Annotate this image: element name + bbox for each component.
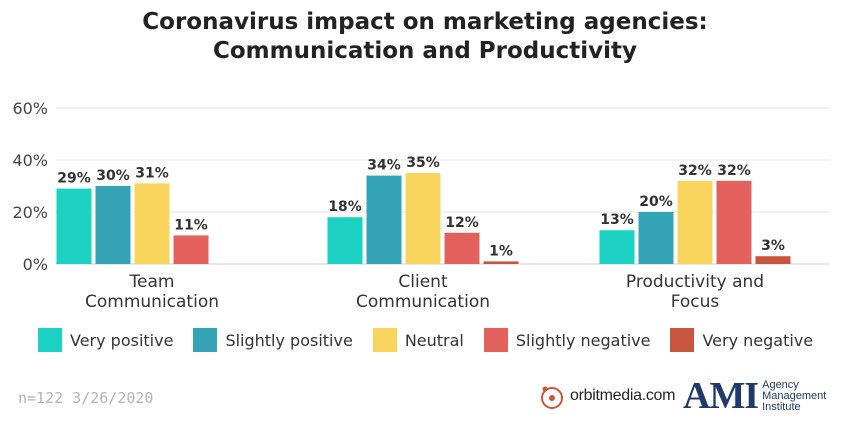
y-tick-label: 40% [12, 151, 48, 170]
bar-value-label: 20% [639, 194, 673, 210]
legend-label: Very positive [70, 330, 174, 350]
bar-value-label: 34% [367, 158, 401, 174]
legend-item: Very negative [670, 328, 813, 352]
bar [599, 230, 635, 264]
bar [366, 175, 402, 264]
chart-title: Coronavirus impact on marketing agencies… [0, 8, 850, 66]
bar-value-label: 3% [761, 238, 785, 254]
y-tick-label: 0% [23, 255, 48, 274]
bar-value-label: 11% [174, 217, 208, 233]
legend-label: Very negative [702, 330, 814, 350]
legend-swatch [38, 328, 62, 352]
legend-label: Slightly negative [515, 330, 651, 350]
bar-value-label: 35% [406, 155, 440, 171]
sample-size-note: n=122 3/26/2020 [18, 389, 154, 407]
legend-item: Very positive [38, 328, 173, 352]
bar-value-label: 13% [600, 212, 634, 228]
ami-subtitle: Agency Management Institute [762, 378, 826, 413]
bar [483, 261, 519, 264]
bar [173, 235, 209, 264]
bar-value-label: 30% [96, 168, 130, 184]
chart-legend: Very positive Slightly positive Neutral Sli… [38, 328, 833, 352]
ami-line-1: Agency [762, 379, 799, 391]
bar-value-label: 32% [678, 163, 712, 179]
x-category-label: Client [398, 272, 448, 292]
bar [327, 217, 363, 264]
bar [134, 183, 170, 264]
bar-chart: 0%20%40%60%29% 30% 31%11%TeamCommunication… [12, 99, 830, 312]
ami-line-3: Institute [762, 401, 801, 413]
bar-value-label: 1% [489, 243, 513, 259]
bar [444, 232, 480, 264]
bar-value-label: 32% [717, 163, 751, 179]
chart-title-line-1: Coronavirus impact on marketing agencies… [142, 9, 708, 35]
chart-title-line-2: Communication and Productivity [212, 38, 638, 64]
legend-swatch [372, 328, 397, 352]
bar [638, 212, 674, 264]
legend-swatch [483, 328, 508, 352]
legend-swatch [670, 328, 695, 352]
legend-label: Slightly positive [225, 330, 353, 350]
y-tick-label: 20% [12, 203, 48, 222]
bar [56, 188, 92, 264]
ami-logo: AMI Agency Management Institute [683, 375, 826, 417]
x-category-label: Team [129, 272, 175, 292]
orbit-media-text: orbitmedia.com [570, 387, 676, 404]
x-category-label: Communication [85, 292, 219, 312]
legend-item: Neutral [372, 328, 464, 352]
bar [716, 180, 752, 264]
bar-value-label: 12% [445, 215, 479, 231]
y-tick-label: 60% [12, 99, 48, 118]
orbit-icon [541, 386, 563, 409]
legend-label: Neutral [404, 330, 464, 350]
bar [95, 186, 131, 264]
bar-value-label: 31% [135, 165, 169, 181]
x-category-label: Focus [671, 292, 720, 312]
legend-item: Slightly positive [193, 328, 353, 352]
ami-line-2: Management [762, 390, 827, 402]
x-category-label: Communication [356, 292, 490, 312]
x-category-label: Productivity and [626, 272, 764, 292]
legend-swatch [193, 328, 218, 352]
orbit-media-logo: orbitmedia.com [540, 382, 675, 410]
bar [677, 180, 713, 264]
legend-item: Slightly negative [483, 328, 651, 352]
bar [405, 173, 441, 264]
bar-value-label: 18% [328, 199, 362, 215]
bar [755, 256, 791, 264]
bar-value-label: 29% [57, 171, 91, 187]
ami-mark: AMI [683, 375, 759, 417]
